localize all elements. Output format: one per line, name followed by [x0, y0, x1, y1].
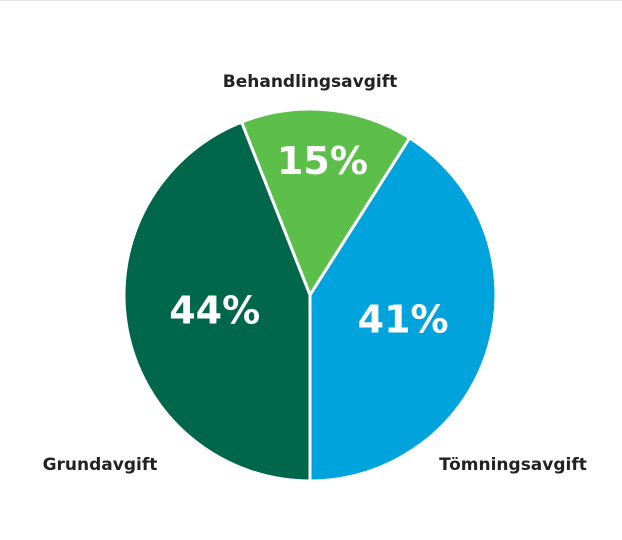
value-label: 41% [358, 298, 449, 342]
value-label: 15% [277, 139, 368, 183]
pie-slice [122, 120, 312, 483]
pie-slice [239, 107, 412, 299]
category-label: Tömningsavgift [439, 455, 587, 475]
category-label: Grundavgift [43, 455, 158, 475]
pie-slice [308, 135, 498, 483]
value-label: 44% [169, 289, 260, 333]
category-label: Behandlingsavgift [223, 72, 397, 92]
